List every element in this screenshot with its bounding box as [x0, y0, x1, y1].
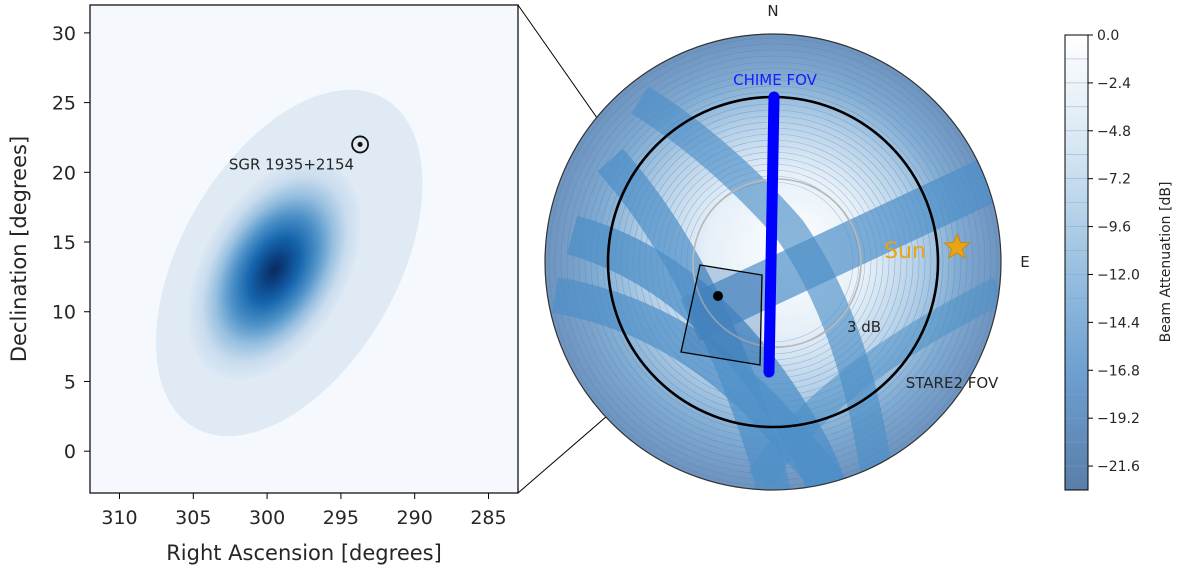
beam-band	[747, 277, 1001, 488]
colorbar-ticks: 0.0 −2.4 −4.8 −7.2 −9.6 −12.0 −14.4 −16.8 −19.2 −…	[1088, 28, 1140, 475]
colorbar-tick-label: −12.0	[1097, 267, 1140, 283]
x-tick-label: 290	[397, 507, 433, 529]
colorbar-gradient	[1065, 35, 1088, 490]
colorbar-tick-label: −7.2	[1097, 172, 1131, 188]
colorbar-frame	[1064, 34, 1089, 491]
colorbar-tick-label: −19.2	[1097, 411, 1140, 427]
localization-box	[680, 264, 763, 366]
y-tick-label: 15	[52, 232, 76, 254]
beam-band	[631, 86, 896, 490]
x-tick-label: 300	[249, 507, 285, 529]
left-x-ticks: 310 305 300 295 290 285	[101, 493, 507, 529]
burst-position-dot	[713, 291, 723, 301]
colorbar-tick-label: −4.8	[1097, 124, 1131, 140]
beam-bands	[551, 86, 1001, 490]
y-tick-label: 20	[52, 162, 76, 184]
x-tick-label: 285	[470, 507, 506, 529]
colorbar-tick-label: −9.6	[1097, 220, 1131, 236]
left-x-axis-label: Right Ascension [degrees]	[166, 541, 442, 565]
contour-3db-label: 3 dB	[847, 318, 881, 336]
y-tick-label: 10	[52, 302, 76, 324]
colorbar-tick-label: −21.6	[1097, 459, 1140, 475]
left-panel: 310 305 300 295 290 285 0 5 10 15 20 25 30 Right As…	[7, 4, 519, 565]
sun-label: Sun	[884, 239, 926, 264]
colorbar-label: Beam Attenuation [dB]	[1158, 182, 1174, 343]
y-tick-label: 0	[64, 441, 76, 463]
x-tick-label: 295	[323, 507, 359, 529]
localization-probability-map	[187, 159, 362, 380]
sky-map: CHIME FOV STARE2 FOV 3 dB Sun N E	[544, 2, 1030, 491]
left-y-axis-label: Declination [degrees]	[7, 136, 31, 362]
east-label: E	[1020, 253, 1029, 271]
north-label: N	[767, 2, 778, 20]
sky-outline	[544, 33, 1002, 491]
x-tick-label: 305	[175, 507, 211, 529]
y-tick-label: 5	[64, 371, 76, 393]
left-y-ticks: 0 5 10 15 20 25 30	[52, 23, 90, 463]
colorbar-tick-label: −16.8	[1097, 363, 1140, 379]
colorbar-tick-label: −2.4	[1097, 76, 1131, 92]
stare2-fov-label: STARE2 FOV	[906, 374, 999, 392]
left-plot-frame	[89, 4, 519, 494]
chime-fov-label: CHIME FOV	[733, 71, 818, 89]
colorbar: 0.0 −2.4 −4.8 −7.2 −9.6 −12.0 −14.4 −16.8 −19.2 −…	[1064, 28, 1174, 491]
beam-band	[680, 149, 1001, 341]
source-marker	[351, 135, 369, 154]
colorbar-tick-label: 0.0	[1097, 28, 1119, 44]
x-tick-label: 310	[101, 507, 137, 529]
sun-star-icon	[943, 232, 971, 260]
source-label: SGR 1935+2154	[229, 155, 354, 173]
y-tick-label: 30	[52, 23, 76, 45]
chime-track	[763, 91, 780, 378]
colorbar-tick-label: −14.4	[1097, 315, 1140, 331]
y-tick-label: 25	[52, 93, 76, 115]
